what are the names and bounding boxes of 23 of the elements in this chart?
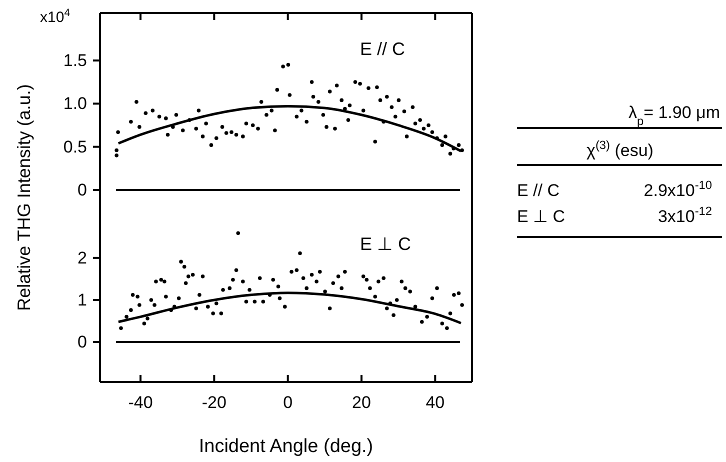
x-tick-label: -20 <box>202 393 226 412</box>
y-tick-label: 0.5 <box>63 137 87 156</box>
annotation: E // C <box>360 39 406 59</box>
y-tick-label: 1 <box>78 290 87 310</box>
x-tick-label: 0 <box>283 393 293 412</box>
y-tick-label: 1.0 <box>63 94 87 114</box>
text: χ$^{(3)}$ (esu) <box>586 138 654 160</box>
text: E ⊥ C <box>517 207 566 226</box>
y-tick-label: 0 <box>78 180 87 200</box>
y-axis-title: Relative THG Intensity (a.u.) <box>14 84 34 311</box>
x-axis-title: Incident Angle (deg.) <box>198 436 374 457</box>
y-tick-label: 2 <box>78 248 87 268</box>
text: 3x10$^{-12}$ <box>658 204 712 226</box>
text: E // C <box>517 181 560 200</box>
text: λ$_{p}$= 1.90 μm <box>628 103 720 128</box>
text: x10$^{4}$ <box>40 7 70 26</box>
x-tick-label: 20 <box>352 393 371 412</box>
x-tick-label: 40 <box>426 393 445 412</box>
annotation: E ⊥ C <box>360 234 412 254</box>
y-tick-label: 0 <box>78 332 87 352</box>
x-tick-label: -40 <box>128 393 153 412</box>
text: 2.9x10$^{-10}$ <box>644 178 712 200</box>
y-tick-label: 1.5 <box>63 50 87 70</box>
